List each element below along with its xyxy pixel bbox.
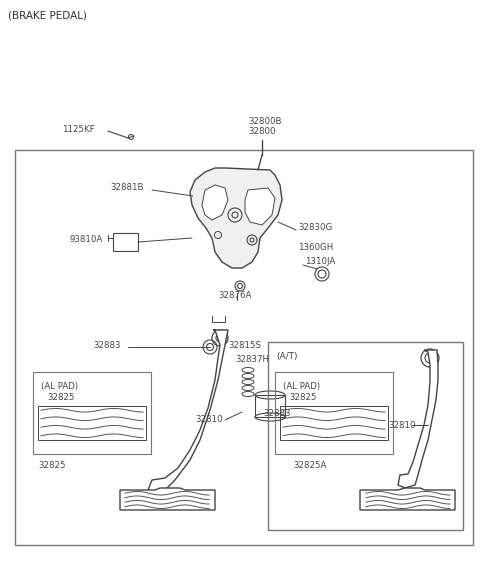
Bar bbox=[15, 150, 473, 545]
Text: 32825A: 32825A bbox=[293, 461, 326, 470]
Text: 32830G: 32830G bbox=[298, 224, 332, 233]
Text: (AL PAD): (AL PAD) bbox=[41, 381, 78, 391]
Text: 32883: 32883 bbox=[263, 409, 290, 418]
Text: 32876A: 32876A bbox=[218, 291, 252, 301]
Text: 32825: 32825 bbox=[38, 461, 65, 470]
Text: 32883: 32883 bbox=[93, 341, 120, 349]
Bar bbox=[268, 342, 463, 530]
Polygon shape bbox=[398, 350, 438, 488]
Text: 32800B: 32800B bbox=[248, 118, 281, 126]
Polygon shape bbox=[360, 488, 455, 510]
Text: 32825: 32825 bbox=[47, 393, 74, 402]
Polygon shape bbox=[120, 488, 215, 510]
Text: 1310JA: 1310JA bbox=[305, 258, 335, 267]
Text: 32810: 32810 bbox=[388, 421, 416, 430]
Polygon shape bbox=[245, 188, 275, 225]
Text: 1125KF: 1125KF bbox=[62, 126, 95, 135]
Bar bbox=[38, 406, 146, 440]
Polygon shape bbox=[148, 330, 228, 492]
Text: 32881B: 32881B bbox=[110, 183, 144, 192]
Bar bbox=[255, 395, 285, 417]
Text: 93810A: 93810A bbox=[70, 235, 103, 245]
Text: (AL PAD): (AL PAD) bbox=[283, 381, 320, 391]
Text: 1360GH: 1360GH bbox=[298, 243, 333, 252]
Bar bbox=[275, 372, 393, 454]
Text: 32825: 32825 bbox=[289, 393, 316, 402]
Bar bbox=[113, 233, 138, 251]
Text: (BRAKE PEDAL): (BRAKE PEDAL) bbox=[8, 11, 87, 21]
Text: 32815S: 32815S bbox=[228, 341, 261, 349]
Text: 32800: 32800 bbox=[248, 126, 276, 135]
Text: (A/T): (A/T) bbox=[276, 351, 298, 361]
Text: 32837H: 32837H bbox=[235, 355, 269, 365]
Bar bbox=[33, 372, 151, 454]
Bar bbox=[280, 406, 388, 440]
Text: 32810: 32810 bbox=[195, 415, 223, 424]
Polygon shape bbox=[190, 168, 282, 268]
Polygon shape bbox=[202, 185, 228, 220]
